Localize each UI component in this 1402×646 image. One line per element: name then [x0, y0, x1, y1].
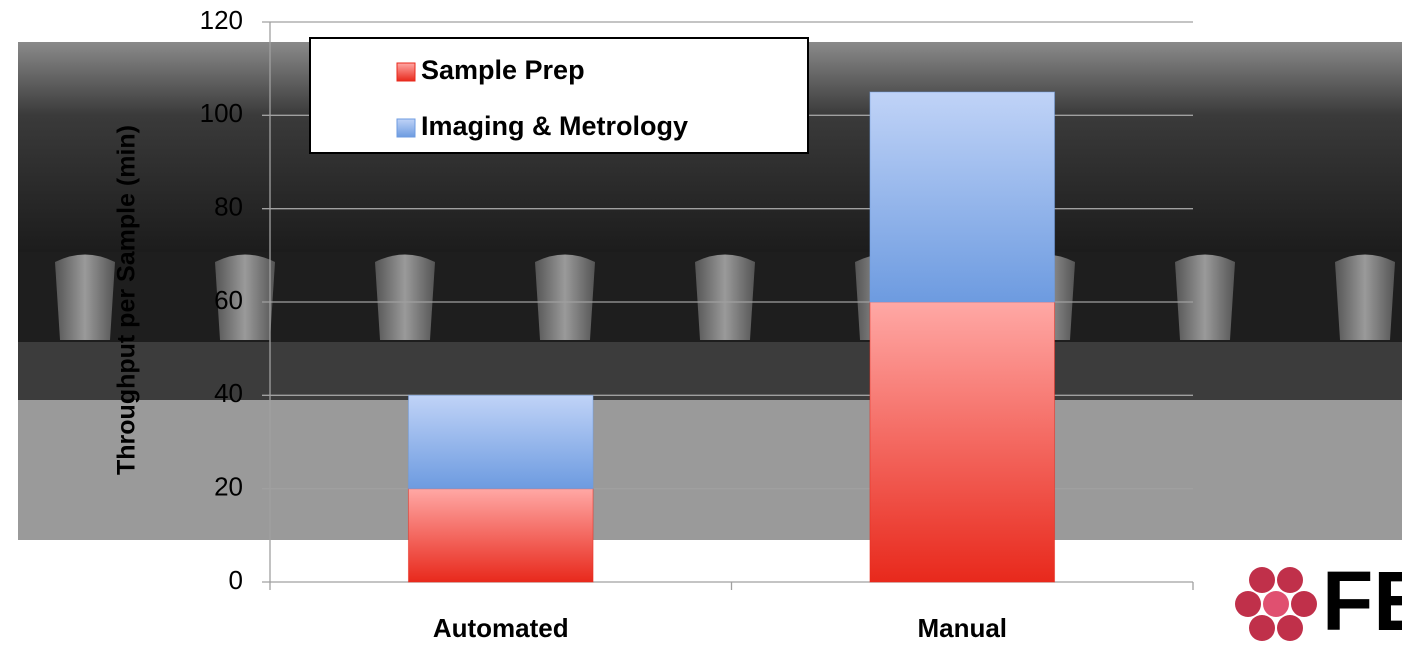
y-tick-label: 60 [214, 285, 243, 315]
logo-text: FEI [1322, 554, 1402, 646]
chart: FEI Throughput per Sample (min) 0 20 40 60 8… [0, 0, 1402, 646]
legend-swatch [397, 119, 415, 137]
y-tick-label: 40 [214, 378, 243, 408]
bar-segment [870, 302, 1055, 582]
bar-segment [408, 489, 593, 582]
y-tick-label: 120 [200, 5, 243, 35]
y-tick-label: 100 [200, 98, 243, 128]
y-tick-label: 80 [214, 192, 243, 222]
legend-swatch [397, 63, 415, 81]
x-tick-label: Manual [917, 613, 1007, 643]
legend-label: Sample Prep [421, 55, 585, 85]
legend-label: Imaging & Metrology [421, 111, 688, 141]
y-axis-label: Throughput per Sample (min) [113, 125, 141, 475]
page: {"chart_data": {"type": "stacked_bar", "… [0, 0, 1402, 646]
y-tick-label: 0 [229, 565, 243, 595]
bar-segment [408, 395, 593, 488]
y-tick-label: 20 [214, 472, 243, 502]
logo [1235, 567, 1317, 641]
legend: Sample Prep Imaging & Metrology [310, 38, 808, 153]
bar-segment [870, 92, 1055, 302]
x-tick-label: Automated [433, 613, 569, 643]
